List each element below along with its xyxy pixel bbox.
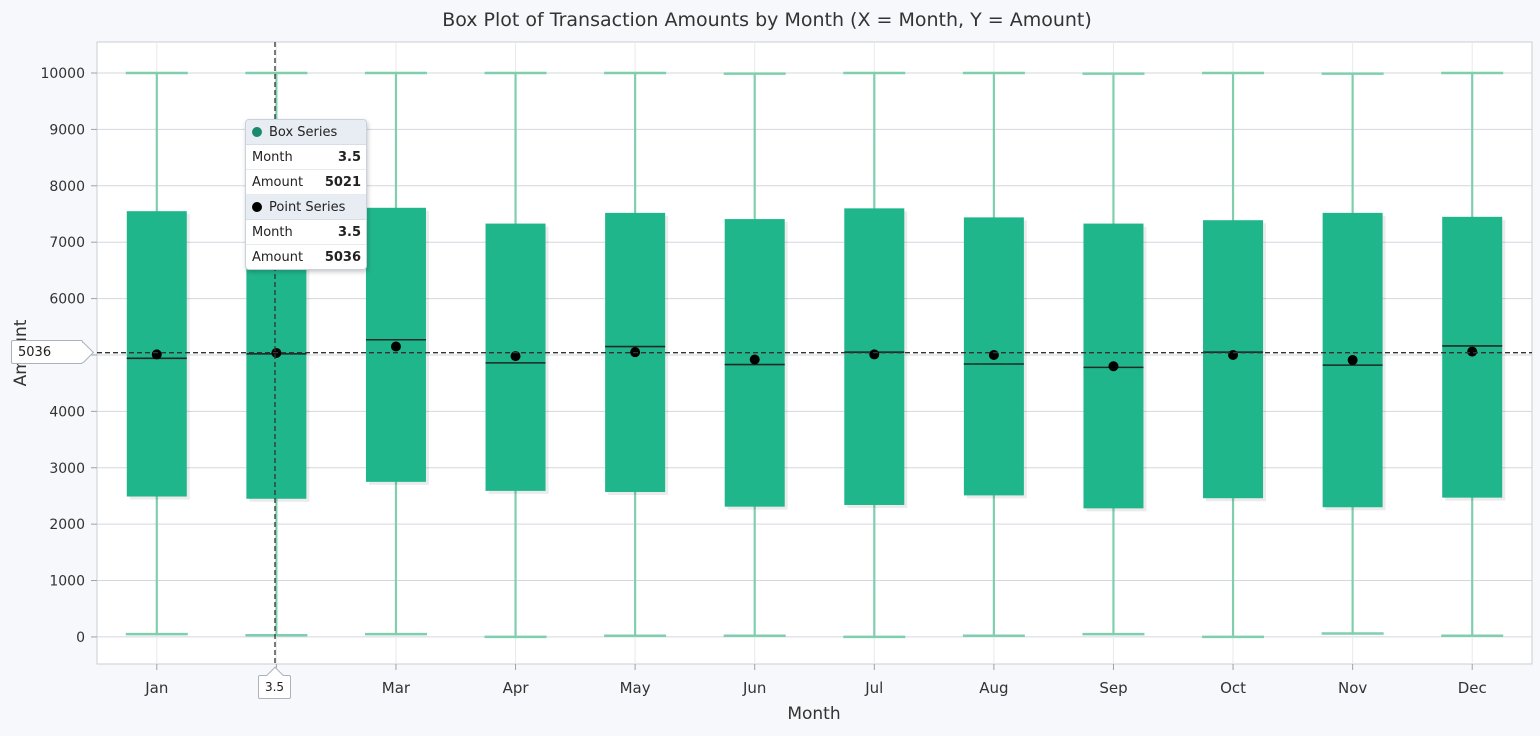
mean-point[interactable]: [1108, 361, 1119, 372]
tooltip-label: Amount: [252, 174, 304, 190]
mean-point[interactable]: [1228, 349, 1239, 360]
x-tick-label: May: [620, 679, 651, 697]
y-tick-label: 2000: [49, 517, 85, 533]
y-tick-label: 3000: [49, 461, 85, 477]
tooltip-row: Month 3.5: [246, 145, 366, 170]
x-tick-label: Oct: [1220, 679, 1246, 697]
tooltip-box-series-title: Box Series: [269, 124, 338, 140]
mean-point[interactable]: [1467, 346, 1478, 357]
box-series-legend-icon: [252, 127, 262, 137]
mean-point[interactable]: [390, 341, 401, 352]
tooltip-label: Month: [252, 149, 293, 165]
mean-point[interactable]: [988, 349, 999, 360]
x-tick-label: Apr: [503, 679, 530, 697]
x-tick-label: Jun: [742, 679, 766, 697]
y-tick-label: 9000: [49, 122, 85, 138]
y-tick-label: 8000: [49, 179, 85, 195]
x-axis-label: Month: [787, 704, 840, 724]
crosshair-y-value: 5036: [18, 344, 52, 360]
x-tick-label: Aug: [979, 679, 1008, 697]
tooltip-point-series-header: Point Series: [246, 195, 366, 220]
chart-title: Box Plot of Transaction Amounts by Month…: [442, 9, 1092, 31]
tooltip-label: Amount: [252, 249, 304, 265]
crosshair-x-value-badge: 3.5: [258, 675, 291, 699]
x-axis-ticks: Jan Mar Apr May Jun Jul Aug Sep Oct Nov Dec: [144, 664, 1487, 697]
box-body[interactable]: [1442, 216, 1503, 498]
y-tick-label: 4000: [49, 404, 85, 420]
x-tick-label: Dec: [1458, 679, 1487, 697]
tooltip-point-series-title: Point Series: [269, 199, 346, 215]
box-sep[interactable]: [1082, 72, 1147, 636]
mean-point[interactable]: [869, 349, 880, 360]
tooltip-row: Month 3.5: [246, 220, 366, 245]
tooltip-value: 3.5: [337, 224, 361, 240]
crosshair-x-value: 3.5: [264, 680, 285, 694]
y-tick-label: 0: [76, 630, 85, 646]
x-tick-label: Mar: [382, 679, 411, 697]
mean-point[interactable]: [749, 354, 760, 365]
tooltip-row: Amount 5036: [246, 245, 366, 269]
hover-tooltip: Box Series Month 3.5 Amount 5021 Point S…: [245, 119, 367, 270]
tooltip-box-series-header: Box Series: [246, 120, 366, 145]
mean-point[interactable]: [1347, 355, 1358, 366]
mean-point[interactable]: [151, 349, 162, 360]
box-dec[interactable]: [1441, 71, 1506, 638]
y-tick-label: 6000: [49, 292, 85, 308]
x-tick-label: Jul: [864, 679, 883, 697]
tooltip-label: Month: [252, 224, 293, 240]
point-series-legend-icon: [252, 202, 262, 212]
x-tick-label: Jan: [144, 679, 168, 697]
box-jul[interactable]: [843, 71, 908, 639]
x-tick-label: Nov: [1338, 679, 1367, 697]
tooltip-value: 5021: [324, 174, 361, 190]
y-tick-label: 10000: [40, 66, 85, 82]
y-tick-label: 7000: [49, 235, 85, 251]
tooltip-value: 3.5: [337, 149, 361, 165]
tooltip-row: Amount 5021: [246, 170, 366, 195]
x-tick-label: Sep: [1099, 679, 1127, 697]
tooltip-value: 5036: [324, 249, 361, 265]
mean-point[interactable]: [510, 351, 521, 362]
y-tick-label: 1000: [49, 574, 85, 590]
box-series[interactable]: [125, 71, 1506, 639]
crosshair-y-value-badge: 5036: [11, 340, 83, 364]
